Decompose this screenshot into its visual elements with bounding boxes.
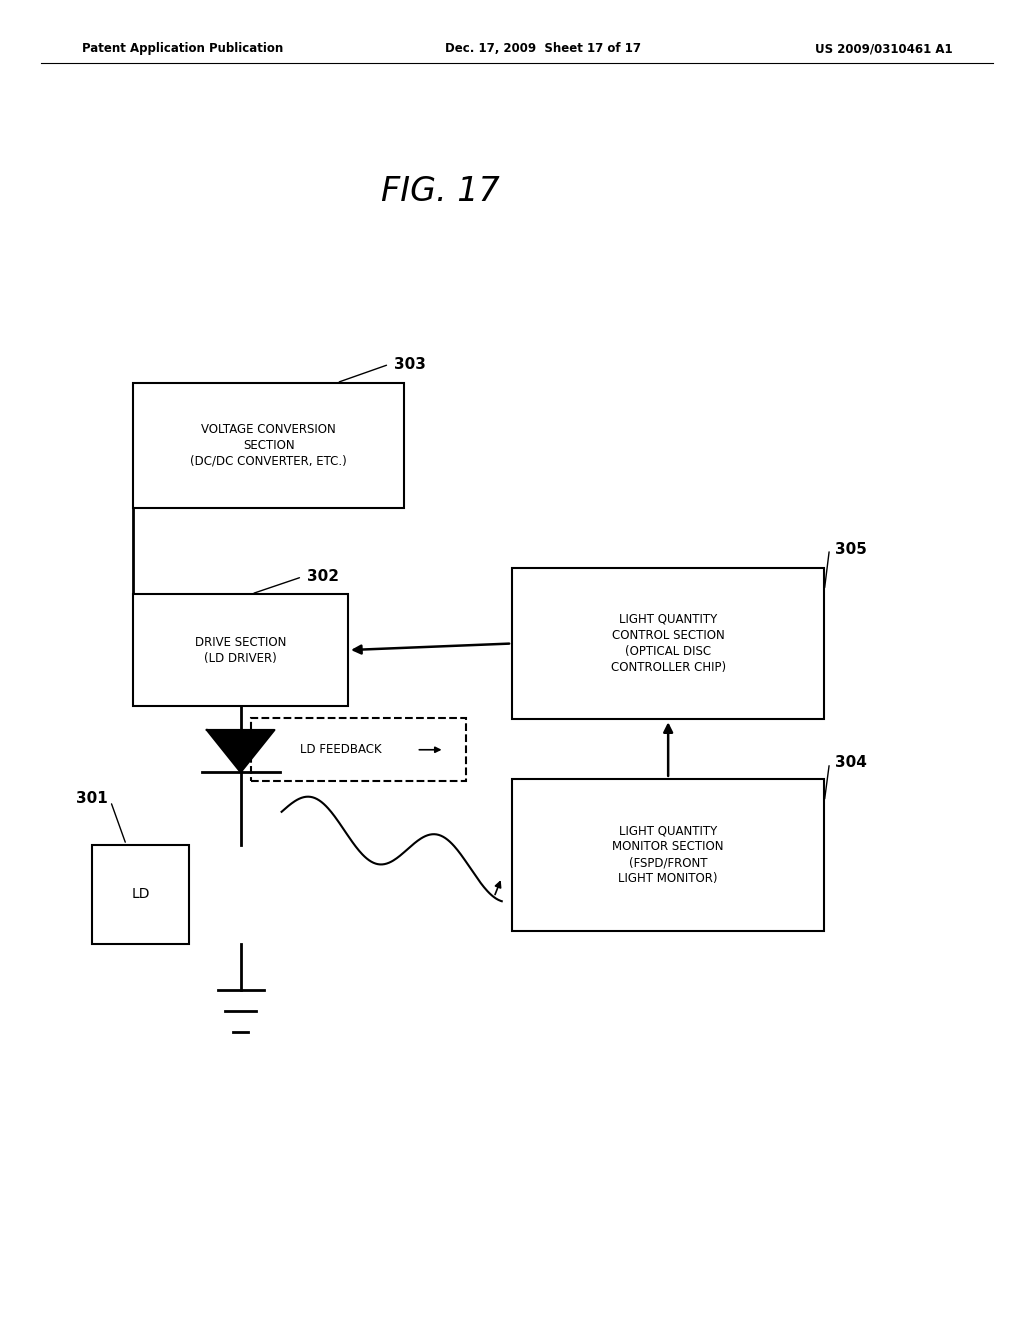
Text: Dec. 17, 2009  Sheet 17 of 17: Dec. 17, 2009 Sheet 17 of 17: [445, 42, 641, 55]
Text: VOLTAGE CONVERSION
SECTION
(DC/DC CONVERTER, ETC.): VOLTAGE CONVERSION SECTION (DC/DC CONVER…: [190, 422, 347, 469]
Bar: [251, 718, 466, 781]
Text: DRIVE SECTION
(LD DRIVER): DRIVE SECTION (LD DRIVER): [195, 636, 287, 664]
Text: 305: 305: [835, 541, 866, 557]
Bar: [92, 845, 189, 944]
Text: Patent Application Publication: Patent Application Publication: [82, 42, 284, 55]
Text: US 2009/0310461 A1: US 2009/0310461 A1: [815, 42, 952, 55]
Text: LIGHT QUANTITY
MONITOR SECTION
(FSPD/FRONT
LIGHT MONITOR): LIGHT QUANTITY MONITOR SECTION (FSPD/FRO…: [612, 824, 724, 886]
Text: LD: LD: [131, 887, 151, 902]
Text: 303: 303: [394, 356, 426, 372]
Text: FIG. 17: FIG. 17: [381, 176, 500, 209]
Bar: [512, 568, 824, 719]
Text: 301: 301: [76, 791, 108, 807]
Text: 304: 304: [835, 755, 866, 771]
Text: 302: 302: [307, 569, 339, 585]
Bar: [512, 779, 824, 931]
Polygon shape: [207, 730, 274, 772]
Text: LD FEEDBACK: LD FEEDBACK: [300, 743, 382, 756]
Bar: [133, 383, 404, 508]
Text: LIGHT QUANTITY
CONTROL SECTION
(OPTICAL DISC
CONTROLLER CHIP): LIGHT QUANTITY CONTROL SECTION (OPTICAL …: [610, 612, 726, 675]
Bar: [133, 594, 348, 706]
